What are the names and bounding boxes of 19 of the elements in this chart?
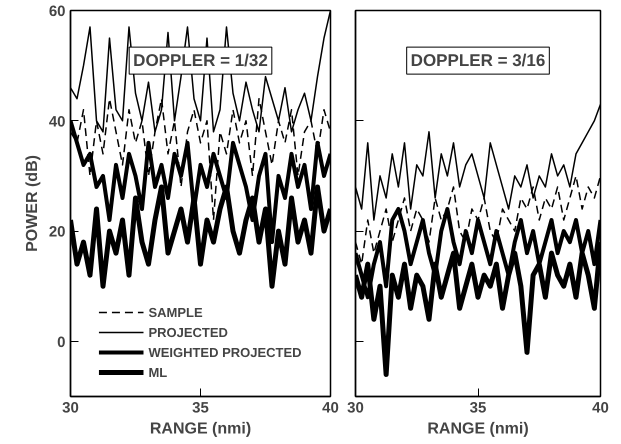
x-axis-title: RANGE (nmi) [427,420,529,438]
y-axis-title: POWER (dB) [24,155,41,252]
legend-label: PROJECTED [148,324,228,340]
x-tick-label: 40 [592,400,609,416]
legend-label: WEIGHTED PROJECTED [148,344,302,360]
x-tick-label: 35 [470,400,486,416]
annotation: DOPPLER = 3/16 [410,51,546,70]
y-tick-label: 40 [48,113,66,130]
x-tick-label: 30 [62,400,79,416]
x-tick-label: 30 [347,400,364,416]
x-axis-title: RANGE (nmi) [150,420,252,438]
x-tick-label: 35 [192,400,209,416]
x-tick-label: 40 [322,400,339,416]
y-tick-label: 20 [48,224,66,241]
legend-label: ML [148,364,168,380]
legend-label: SAMPLE [148,304,203,320]
annotation: DOPPLER = 1/32 [133,51,268,70]
y-tick-label: 60 [48,3,66,20]
y-tick-label: 0 [57,334,66,351]
